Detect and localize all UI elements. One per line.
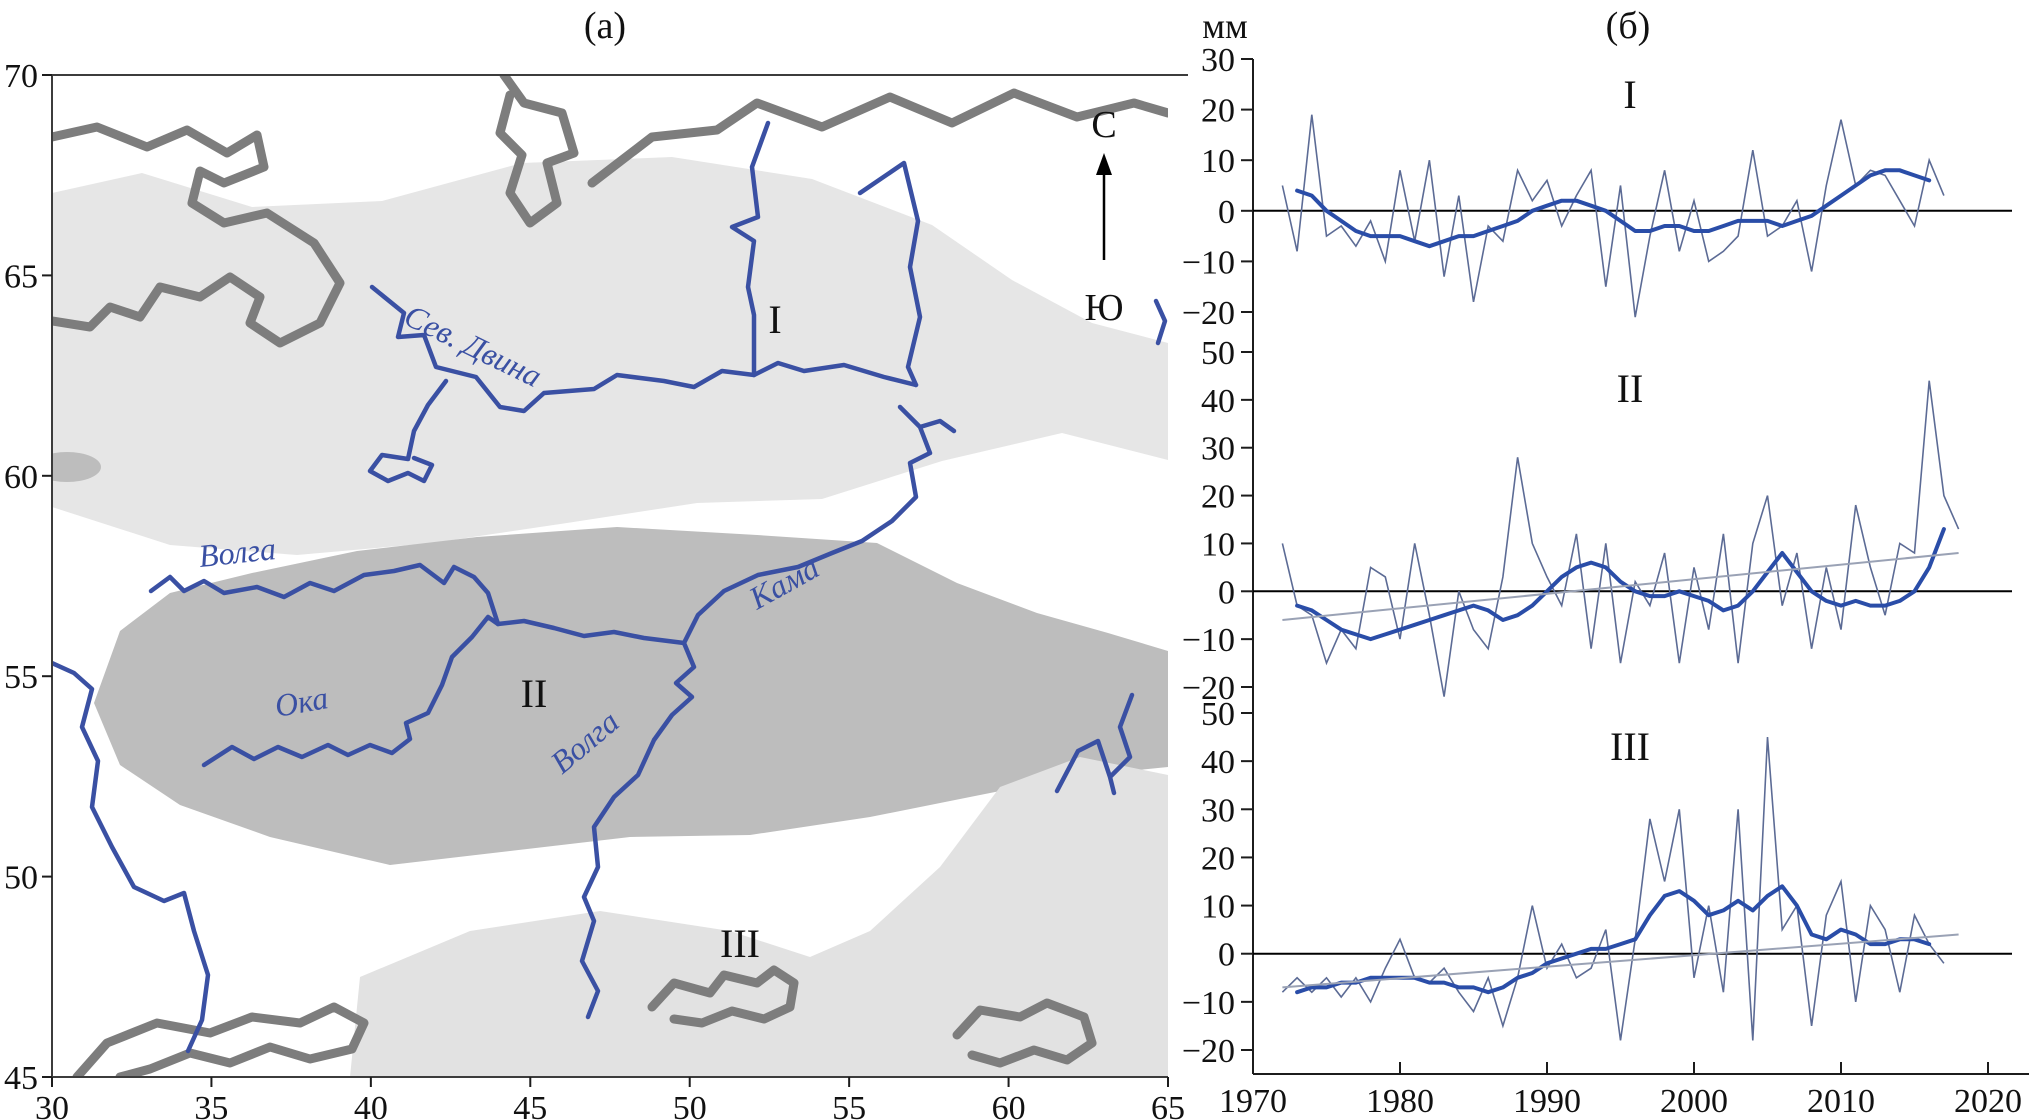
region-small-patch [52, 452, 101, 482]
chart-y-tick-label: 40 [1201, 744, 1235, 781]
river-don-path [52, 660, 211, 1054]
chart-y-tick-label: −10 [1182, 622, 1235, 659]
region-II-shape [94, 527, 1168, 865]
chart-x-tick-label: 2000 [1660, 1083, 1728, 1120]
coastline-north-border [587, 88, 1168, 188]
region-label-I: I [768, 297, 781, 342]
region-I-shape [52, 157, 1168, 555]
chart-y-tick-label: 0 [1218, 194, 1235, 231]
river-volga-lower-path [579, 640, 697, 1020]
coastline-white-sea [52, 122, 345, 348]
chart-y-tick-label: −20 [1182, 295, 1235, 332]
map-regions [52, 157, 1168, 1077]
river-volga-upper-path [148, 562, 687, 646]
series-annual-III [1281, 737, 1945, 1041]
chart-y-tick-label: 30 [1201, 42, 1235, 79]
map-y-tick-label: 65 [4, 258, 38, 295]
map-coastlines [52, 75, 1168, 1077]
chart-x-tick-label: 1970 [1219, 1083, 1287, 1120]
chart-y-tick-label: 40 [1201, 383, 1235, 420]
series-annual-II [1281, 380, 1960, 697]
river-label-volga-upper: Волга [197, 530, 278, 574]
chart-title-II: II [1617, 366, 1644, 411]
chart-x-tick-label: 1980 [1366, 1083, 1434, 1120]
map-x-tick-label: 40 [354, 1090, 388, 1120]
chart-y-tick-label: −20 [1182, 1033, 1235, 1070]
coastline-caspian [952, 998, 1097, 1068]
map-x-tick-label: 35 [194, 1090, 228, 1120]
chart-y-tick-label: 30 [1201, 792, 1235, 829]
coastline-azov [72, 1002, 369, 1077]
map-x-tick-label: 60 [992, 1090, 1026, 1120]
compass-north-label: С [1091, 104, 1116, 146]
y-axis-unit-label: мм [1202, 6, 1248, 46]
map-x-tick-label: 65 [1151, 1090, 1185, 1120]
panel-b-title: (б) [1606, 5, 1651, 47]
chart-x-tick-label: 2010 [1807, 1083, 1875, 1120]
map-panel: Сев. Двина Волга Ока Кама Волга I II III… [51, 74, 1188, 1078]
chart-y-tick-label: 10 [1201, 143, 1235, 180]
chart-title-I: I [1623, 72, 1636, 117]
map-x-tick-label: 55 [832, 1090, 866, 1120]
chart-y-tick-label: 20 [1201, 840, 1235, 877]
chart-y-tick-label: 10 [1201, 526, 1235, 563]
map-rivers [52, 120, 1168, 1054]
map-x-tick-label: 30 [35, 1090, 69, 1120]
region-III-shape [350, 757, 1168, 1077]
river-dvina-upper-path [729, 120, 771, 378]
chart-y-tick-label: 0 [1218, 937, 1235, 974]
map-y-tick-label: 70 [4, 58, 38, 95]
compass: С Ю [1084, 104, 1123, 329]
series-smoothed-I [1295, 168, 1932, 249]
series-smoothed-II [1295, 527, 1946, 642]
generated-content: 30 35 40 45 50 55 60 657065605550453020100−10−2… [4, 42, 2022, 1120]
chart-y-tick-label: 10 [1201, 889, 1235, 926]
panel-a-title: (а) [584, 5, 626, 47]
river-sukhona-path [367, 378, 449, 484]
compass-arrowhead-icon [1096, 153, 1112, 175]
map-y-tick-label: 60 [4, 459, 38, 496]
chart-y-tick-label: −20 [1182, 670, 1235, 707]
chart-y-tick-label: 30 [1201, 431, 1235, 468]
chart-x-tick-label: 2020 [1954, 1083, 2022, 1120]
river-vychegda-path [857, 160, 923, 388]
river-ural-path [1054, 692, 1135, 796]
map-body [52, 75, 1168, 1077]
coastline-bottom-middle [647, 965, 799, 1028]
map-x-tick-label: 50 [673, 1090, 707, 1120]
river-right-edge-path [1153, 298, 1168, 346]
map-y-tick-label: 50 [4, 860, 38, 897]
chart-title-III: III [1610, 724, 1650, 769]
map-region-labels: I II III [521, 297, 782, 966]
chart-y-tick-label: 20 [1201, 93, 1235, 130]
compass-south-label: Ю [1084, 287, 1123, 329]
series-trend-II [1282, 552, 1959, 621]
chart-y-tick-label: −10 [1182, 244, 1235, 281]
river-oka-path [201, 614, 501, 768]
map-x-tick-label: 45 [513, 1090, 547, 1120]
chart-y-tick-label: 50 [1201, 696, 1235, 733]
chart-y-tick-label: 0 [1218, 574, 1235, 611]
map-y-tick-label: 55 [4, 659, 38, 696]
river-kama-path [681, 404, 957, 646]
coastline-kanin-peninsula [495, 75, 579, 228]
river-severnaya-dvina-path [369, 284, 919, 414]
region-label-III: III [720, 921, 760, 966]
map-y-tick-label: 45 [4, 1060, 38, 1097]
series-trend-III [1282, 933, 1959, 989]
series-annual-I [1281, 114, 1945, 318]
chart-y-tick-label: −10 [1182, 985, 1235, 1022]
chart-x-tick-label: 1990 [1513, 1083, 1581, 1120]
chart-y-tick-label: 20 [1201, 479, 1235, 516]
series-smoothed-III [1295, 884, 1932, 995]
region-label-II: II [521, 671, 548, 716]
chart-y-tick-label: 50 [1201, 335, 1235, 372]
